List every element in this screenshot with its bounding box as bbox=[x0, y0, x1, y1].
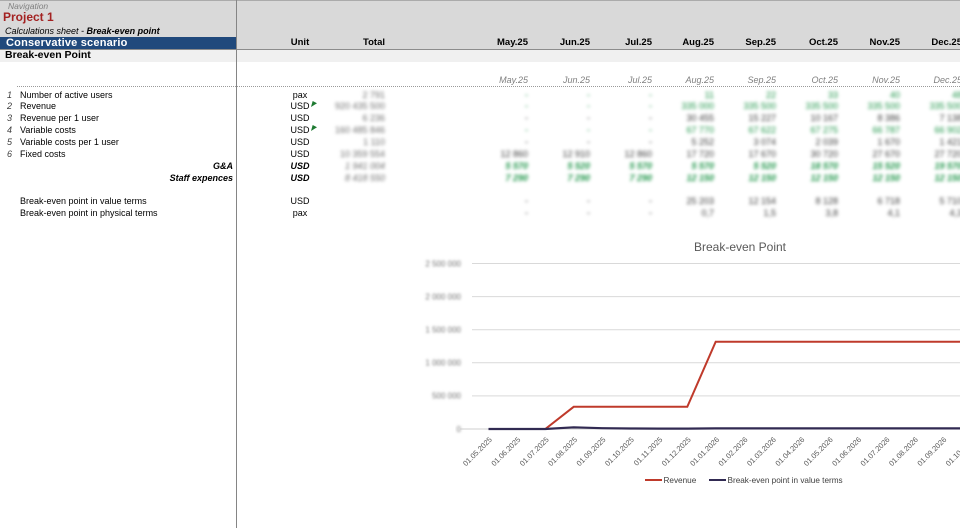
svg-text:01.01.2026: 01.01.2026 bbox=[688, 435, 721, 468]
svg-text:1 500 000: 1 500 000 bbox=[425, 326, 461, 335]
svg-text:500 000: 500 000 bbox=[432, 392, 461, 401]
svg-text:01.08.2025: 01.08.2025 bbox=[546, 435, 579, 468]
svg-text:01.08.2026: 01.08.2026 bbox=[887, 435, 920, 468]
svg-text:01.04.2026: 01.04.2026 bbox=[773, 435, 806, 468]
svg-text:01.09.2026: 01.09.2026 bbox=[915, 435, 948, 468]
svg-text:0: 0 bbox=[457, 425, 462, 434]
svg-text:01.11.2025: 01.11.2025 bbox=[632, 435, 665, 468]
svg-text:01.07.2026: 01.07.2026 bbox=[859, 435, 892, 468]
svg-text:Break-even point in value term: Break-even point in value terms bbox=[728, 476, 843, 485]
svg-text:01.07.2025: 01.07.2025 bbox=[518, 435, 551, 468]
svg-text:2 000 000: 2 000 000 bbox=[425, 292, 461, 301]
svg-text:01.12.2025: 01.12.2025 bbox=[660, 435, 693, 468]
svg-text:01.03.2026: 01.03.2026 bbox=[745, 435, 778, 468]
svg-text:01.09.2025: 01.09.2025 bbox=[575, 435, 608, 468]
svg-text:01.10.2025: 01.10.2025 bbox=[603, 435, 636, 468]
svg-text:01.06.2026: 01.06.2026 bbox=[830, 435, 863, 468]
svg-text:Revenue: Revenue bbox=[664, 476, 697, 485]
svg-text:Break-even Point: Break-even Point bbox=[694, 240, 787, 254]
svg-text:2 500 000: 2 500 000 bbox=[425, 259, 461, 268]
svg-text:01.05.2025: 01.05.2025 bbox=[461, 435, 494, 468]
svg-text:01.06.2025: 01.06.2025 bbox=[489, 435, 522, 468]
svg-text:01.02.2026: 01.02.2026 bbox=[717, 435, 750, 468]
svg-text:01.05.2026: 01.05.2026 bbox=[802, 435, 835, 468]
svg-text:1 000 000: 1 000 000 bbox=[425, 359, 461, 368]
